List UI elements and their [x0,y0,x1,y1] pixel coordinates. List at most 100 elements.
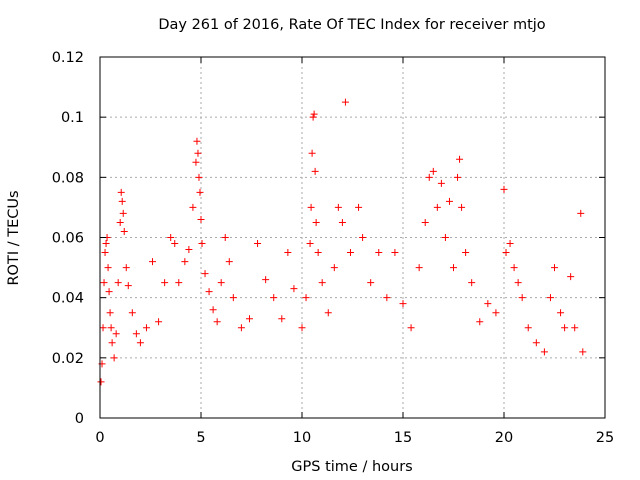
data-point [468,279,476,287]
data-point [309,113,317,121]
data-point [311,167,319,175]
y-tick-label: 0.04 [52,291,84,307]
data-point [502,249,510,257]
data-point [425,173,433,181]
data-point [205,288,213,296]
data-point [302,294,310,302]
data-point [196,188,204,196]
data-point [383,294,391,302]
data-point [171,240,179,248]
data-point [197,215,205,223]
data-point [112,330,120,338]
data-point [128,309,136,317]
data-point [167,234,175,241]
data-point [181,258,189,266]
data-point [441,234,449,241]
x-tick-label: 15 [394,430,412,446]
y-axis-ticks: 0 0.02 0.04 0.06 0.08 0.1 0.12 [52,50,605,427]
data-point [324,309,332,317]
data-point [213,318,221,326]
data-point [579,348,587,356]
data-point [500,185,508,193]
data-point [510,264,518,272]
data-point [341,98,349,106]
data-point [524,324,532,332]
data-point [314,249,322,257]
x-tick-label: 10 [293,430,311,446]
data-point [312,218,320,226]
data-point [132,330,140,338]
chart-title: Day 261 of 2016, Rate Of TEC Index for r… [158,17,545,33]
data-point [194,149,202,157]
data-point [532,339,540,347]
data-point [105,288,113,296]
data-point [192,158,200,166]
data-point [334,203,342,211]
data-point [198,240,206,248]
data-point [450,264,457,272]
data-point [284,249,292,257]
data-point [110,354,118,362]
data-point [120,227,128,235]
data-point [577,209,585,217]
data-point [155,318,163,326]
data-point [114,279,122,287]
data-point [492,309,500,317]
y-tick-label: 0.12 [52,50,84,66]
data-point [458,203,466,211]
data-point [433,203,441,211]
data-point [567,273,575,281]
data-point [124,282,132,290]
data-point [221,234,229,241]
data-point [476,318,484,326]
data-point [484,300,492,308]
data-point [122,264,130,272]
data-point [108,339,116,347]
x-axis-ticks: 0 5 10 15 20 25 [95,57,614,446]
data-point [116,218,124,226]
y-tick-label: 0 [75,411,84,427]
data-point [456,155,464,163]
data-point [161,279,169,287]
y-tick-label: 0.06 [52,231,84,247]
data-point [306,240,314,248]
data-point [557,309,565,317]
data-point [421,218,429,226]
y-tick-label: 0.02 [52,351,84,367]
data-point [308,149,316,157]
data-point [201,270,209,278]
data-point [571,324,579,332]
data-point [142,324,150,332]
data-point [119,209,127,217]
data-point [229,294,237,302]
data-point [375,249,383,257]
data-point [189,203,197,211]
data-point [462,249,470,257]
data-point [540,348,548,356]
data-point [367,279,375,287]
data-point [101,249,109,257]
data-point [551,264,558,272]
data-point [278,315,286,323]
x-tick-label: 25 [596,430,614,446]
data-point [270,294,278,302]
data-point [307,203,315,211]
data-point [546,294,554,302]
data-point [106,309,114,317]
data-point [104,264,112,272]
data-point [429,167,437,175]
data-point [561,324,569,332]
data-point [290,285,298,293]
data-point [195,173,203,181]
data-point [117,188,125,196]
data-point [217,279,225,287]
y-tick-label: 0.08 [52,170,84,186]
data-point [506,240,514,248]
grid [100,57,605,418]
data-points [97,98,587,386]
data-point [262,276,270,284]
data-point [454,173,462,181]
data-point [102,240,110,248]
data-point [514,279,522,287]
